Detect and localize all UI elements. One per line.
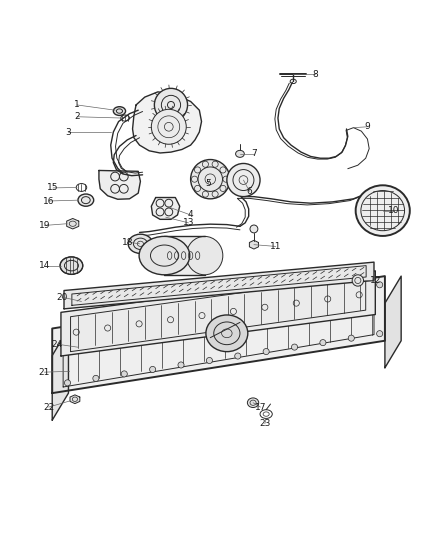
Text: 11: 11	[270, 242, 282, 251]
Ellipse shape	[348, 335, 354, 341]
Ellipse shape	[151, 109, 186, 144]
Ellipse shape	[206, 315, 248, 352]
Text: 22: 22	[43, 402, 54, 411]
Ellipse shape	[154, 88, 187, 122]
Ellipse shape	[263, 349, 269, 354]
Text: 16: 16	[43, 197, 54, 206]
Text: 12: 12	[370, 276, 381, 285]
Ellipse shape	[121, 371, 127, 377]
Text: 7: 7	[251, 149, 257, 158]
Ellipse shape	[191, 159, 230, 199]
Ellipse shape	[128, 234, 152, 253]
Ellipse shape	[206, 358, 212, 364]
Polygon shape	[70, 395, 80, 403]
Text: 8: 8	[312, 70, 318, 79]
Ellipse shape	[93, 375, 99, 382]
Text: 2: 2	[74, 112, 80, 121]
Ellipse shape	[113, 107, 126, 116]
Text: 3: 3	[66, 127, 71, 136]
Ellipse shape	[227, 164, 260, 197]
Ellipse shape	[64, 331, 71, 337]
Polygon shape	[133, 92, 201, 153]
Ellipse shape	[178, 362, 184, 368]
Text: 15: 15	[47, 183, 59, 192]
Ellipse shape	[186, 236, 223, 275]
Ellipse shape	[291, 295, 297, 301]
Polygon shape	[67, 219, 79, 229]
Ellipse shape	[60, 257, 83, 274]
Polygon shape	[61, 271, 375, 356]
Text: 21: 21	[39, 368, 50, 377]
Text: 1: 1	[74, 100, 80, 109]
Polygon shape	[52, 328, 68, 420]
Ellipse shape	[247, 398, 259, 408]
Polygon shape	[52, 276, 385, 393]
Ellipse shape	[150, 318, 155, 324]
Ellipse shape	[235, 353, 241, 359]
Ellipse shape	[178, 313, 184, 319]
Ellipse shape	[377, 282, 383, 288]
Ellipse shape	[236, 150, 244, 157]
Text: 13: 13	[183, 219, 194, 228]
Polygon shape	[151, 198, 180, 220]
Ellipse shape	[78, 194, 94, 206]
Text: 19: 19	[39, 221, 50, 230]
Polygon shape	[385, 276, 401, 368]
Polygon shape	[249, 240, 258, 249]
Ellipse shape	[206, 309, 212, 314]
Ellipse shape	[320, 290, 326, 297]
Polygon shape	[64, 262, 374, 309]
Text: 4: 4	[188, 211, 194, 220]
Ellipse shape	[121, 322, 127, 328]
Ellipse shape	[291, 344, 297, 350]
Text: 17: 17	[255, 402, 266, 411]
Ellipse shape	[64, 380, 71, 386]
Text: 23: 23	[259, 419, 271, 428]
Ellipse shape	[348, 286, 354, 292]
Ellipse shape	[250, 225, 258, 233]
Text: 18: 18	[122, 238, 133, 247]
Ellipse shape	[235, 304, 241, 310]
Ellipse shape	[356, 185, 410, 236]
Ellipse shape	[352, 275, 364, 286]
Polygon shape	[99, 171, 141, 199]
Ellipse shape	[377, 330, 383, 337]
Polygon shape	[164, 236, 205, 275]
Ellipse shape	[139, 236, 190, 275]
Ellipse shape	[93, 326, 99, 333]
Text: 14: 14	[39, 261, 50, 270]
Text: 10: 10	[388, 206, 399, 215]
Text: 20: 20	[56, 293, 67, 302]
Ellipse shape	[263, 300, 269, 306]
Text: 24: 24	[52, 340, 63, 349]
Text: 6: 6	[247, 187, 252, 196]
Ellipse shape	[320, 340, 326, 346]
Text: 9: 9	[364, 122, 370, 131]
Ellipse shape	[150, 366, 155, 373]
Text: 5: 5	[205, 179, 211, 188]
